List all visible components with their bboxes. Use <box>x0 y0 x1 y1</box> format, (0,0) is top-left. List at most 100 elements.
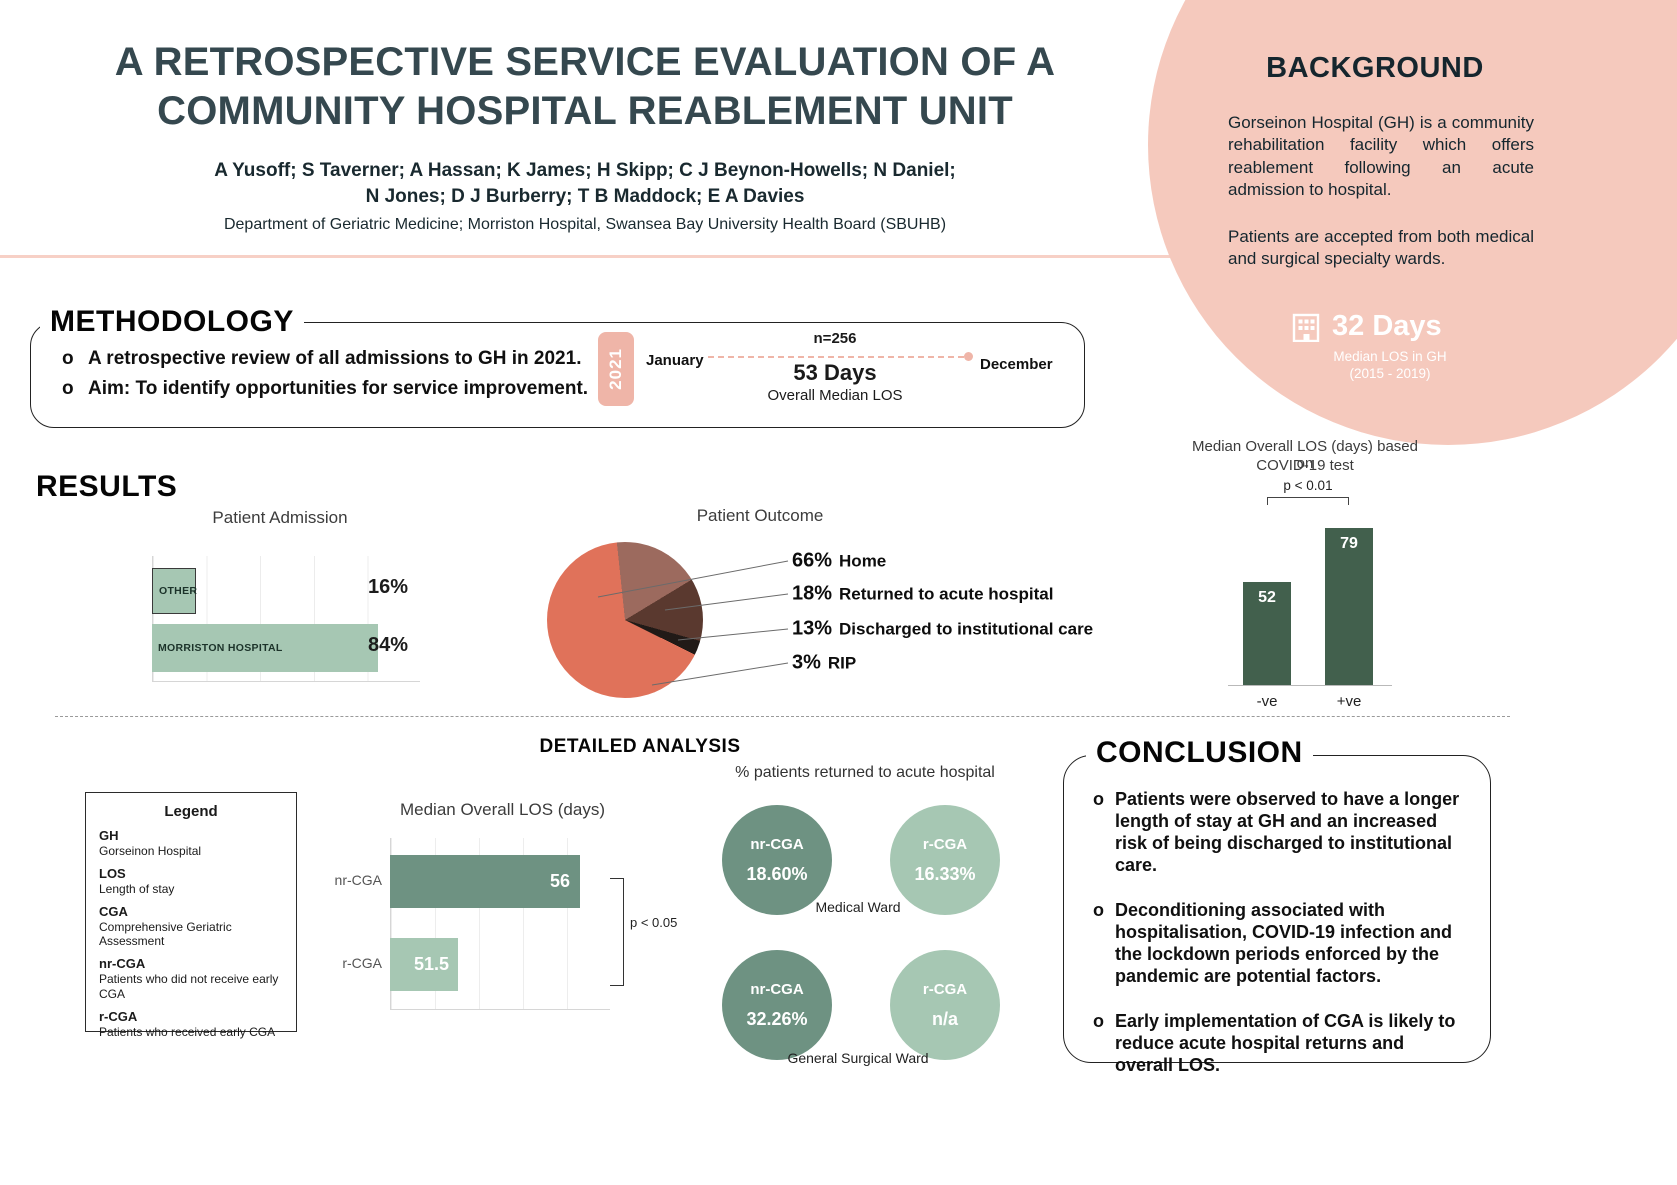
admission-value-other: 16% <box>367 576 408 598</box>
methodology-bullet-2-text: Aim: To identify opportunities for servi… <box>88 378 589 399</box>
conclusion-bullet-1-text: Patients were observed to have a longer … <box>1115 789 1460 875</box>
outcome-leader-lines <box>597 560 789 686</box>
affiliation: Department of Geriatric Medicine; Morris… <box>223 216 947 233</box>
outcome-pie <box>547 542 703 698</box>
bullet-marker: o <box>62 378 74 399</box>
timeline-year-tab: 2021 <box>598 332 634 406</box>
returns-medical-rcga-circle: r-CGA 16.33% <box>890 805 1000 915</box>
legend-def-cga: Comprehensive Geriatric Assessment <box>99 920 232 949</box>
detailed-analysis-heading: DETAILED ANALYSIS <box>539 736 741 757</box>
admission-chart-title: Patient Admission <box>212 508 348 527</box>
background-para2: Patients are accepted from both medical … <box>1228 227 1534 269</box>
returns-medical-nrcga-label: nr-CGA <box>750 835 804 853</box>
covid-bar-negative: 52 <box>1243 582 1291 685</box>
authors: A Yusoff; S Taverner; A Hassan; K James;… <box>90 158 1080 209</box>
background-heading: BACKGROUND <box>1266 52 1484 84</box>
returns-medical-nrcga-value: 18.60% <box>746 863 808 884</box>
outcome-returned-value: 18% <box>792 582 833 605</box>
poster-title-line2: COMMUNITY HOSPITAL REABLEMENT UNIT <box>157 88 1013 133</box>
los-bar-nrcga-value: 56 <box>549 871 570 891</box>
bullet-marker: o <box>1093 1010 1104 1031</box>
timeline-n-label: n=256 <box>813 330 857 347</box>
covid-bar-negative-value: 52 <box>1258 589 1276 606</box>
methodology-heading: METHODOLOGY <box>40 305 304 339</box>
conclusion-bullet-2-text: Deconditioning associated with hospitali… <box>1115 899 1453 986</box>
los-cat-rcga: r-CGA <box>342 955 382 971</box>
outcome-label-home: 66% Home <box>792 550 886 573</box>
outcome-institutional-text: Discharged to institutional care <box>839 619 1094 639</box>
outcome-label-institutional: 13% Discharged to institutional care <box>792 618 1093 641</box>
returns-surgical-rcga-label: r-CGA <box>922 980 968 998</box>
legend-def-nrcga: Patients who did not receive early CGA <box>99 972 279 1001</box>
los-cat-nrcga: nr-CGA <box>334 872 382 888</box>
timeline-median-caption: Overall Median LOS <box>767 387 903 404</box>
conclusion-heading: CONCLUSION <box>1086 736 1313 770</box>
bullet-marker: o <box>62 348 74 369</box>
authors-line1: A Yusoff; S Taverner; A Hassan; K James;… <box>214 160 956 181</box>
outcome-label-rip: 3% RIP <box>792 652 856 675</box>
returns-medical-nrcga-circle: nr-CGA 18.60% <box>722 805 832 915</box>
legend-def-los: Length of stay <box>99 882 175 897</box>
covid-bar-positive-value: 79 <box>1340 535 1358 552</box>
covid-chart-title-line2: COVID-19 test <box>1256 457 1354 474</box>
background-stat-value: 32 Days <box>1332 310 1442 342</box>
covid-significance-bracket <box>1267 497 1349 505</box>
los-bar-rcga-value: 51.5 <box>413 954 449 974</box>
legend-term-cga: CGA <box>99 904 128 920</box>
legend-title: Legend <box>164 803 218 820</box>
background-stat-line2: (2015 - 2019) <box>1349 366 1431 381</box>
returns-surgical-nrcga-label: nr-CGA <box>750 980 804 998</box>
admission-bar-morriston: MORRISTON HOSPITAL <box>152 624 378 672</box>
methodology-bullet-2: o Aim: To identify opportunities for ser… <box>62 378 592 400</box>
legend-term-nrcga: nr-CGA <box>99 956 146 972</box>
timeline-end-label: December <box>980 356 1053 373</box>
los-chart-title: Median Overall LOS (days) <box>399 800 606 819</box>
covid-x-negative: -ve <box>1256 693 1278 710</box>
header-divider-line <box>0 255 1677 258</box>
covid-p-label: p < 0.01 <box>1283 478 1333 493</box>
legend-box: Legend GH Gorseinon Hospital LOS Length … <box>85 792 297 1039</box>
timeline-end-dot <box>964 352 973 361</box>
background-stat-line1: Median LOS in GH <box>1333 349 1447 364</box>
conclusion-bullets: o Patients were observed to have a longe… <box>1063 755 1491 1076</box>
methodology-bullet-1: o A retrospective review of all admissio… <box>62 348 592 370</box>
outcome-label-returned: 18% Returned to acute hospital <box>792 583 1053 606</box>
outcome-rip-text: RIP <box>827 653 857 673</box>
los-significance-bracket <box>610 878 624 986</box>
admission-bar-other-label: OTHER <box>159 585 198 597</box>
background-para1: Gorseinon Hospital (GH) is a community r… <box>1228 113 1534 200</box>
conclusion-bullet-1: o Patients were observed to have a longe… <box>1093 789 1465 877</box>
timeline-start-label: January <box>646 352 704 369</box>
legend-term-gh: GH <box>99 828 119 843</box>
returns-medical-rcga-label: r-CGA <box>922 835 968 853</box>
returns-surgical-nrcga-circle: nr-CGA 32.26% <box>722 950 832 1060</box>
covid-bar-positive: 79 <box>1325 528 1373 685</box>
covid-x-positive: +ve <box>1336 693 1362 710</box>
returns-surgical-ward-label: General Surgical Ward <box>787 1050 929 1066</box>
outcome-institutional-value: 13% <box>792 617 833 640</box>
returns-surgical-rcga-circle: r-CGA n/a <box>890 950 1000 1060</box>
legend-def-rcga: Patients who received early CGA <box>99 1024 276 1039</box>
poster-title: A RETROSPECTIVE SERVICE EVALUATION OF A … <box>90 38 1080 136</box>
returns-title: % patients returned to acute hospital <box>735 764 995 781</box>
legend-def-gh: Gorseinon Hospital <box>99 843 202 858</box>
conclusion-bullet-3: o Early implementation of CGA is likely … <box>1093 1011 1465 1077</box>
covid-chart-title-line1: Median Overall LOS (days) based on <box>1192 438 1418 472</box>
outcome-rip-value: 3% <box>792 651 821 674</box>
timeline-year: 2021 <box>606 348 625 390</box>
outcome-home-text: Home <box>839 551 887 571</box>
outcome-chart-title: Patient Outcome <box>696 506 824 525</box>
methodology-bullet-1-text: A retrospective review of all admissions… <box>88 348 582 369</box>
returns-surgical-rcga-value: n/a <box>931 1008 958 1029</box>
hospital-building-icon <box>1292 312 1324 347</box>
methodology-bullets: o A retrospective review of all admissio… <box>62 348 592 400</box>
methodology-box <box>30 322 1085 428</box>
returns-surgical-nrcga-value: 32.26% <box>746 1008 808 1029</box>
los-p-label: p < 0.05 <box>630 915 678 930</box>
poster-title-line1: A RETROSPECTIVE SERVICE EVALUATION OF A <box>114 40 1056 84</box>
outcome-returned-text: Returned to acute hospital <box>839 584 1054 604</box>
legend-term-los: LOS <box>99 866 126 882</box>
covid-axis-line <box>1228 685 1392 686</box>
timeline-dashed-line <box>708 356 964 358</box>
returns-medical-ward-label: Medical Ward <box>815 899 901 915</box>
